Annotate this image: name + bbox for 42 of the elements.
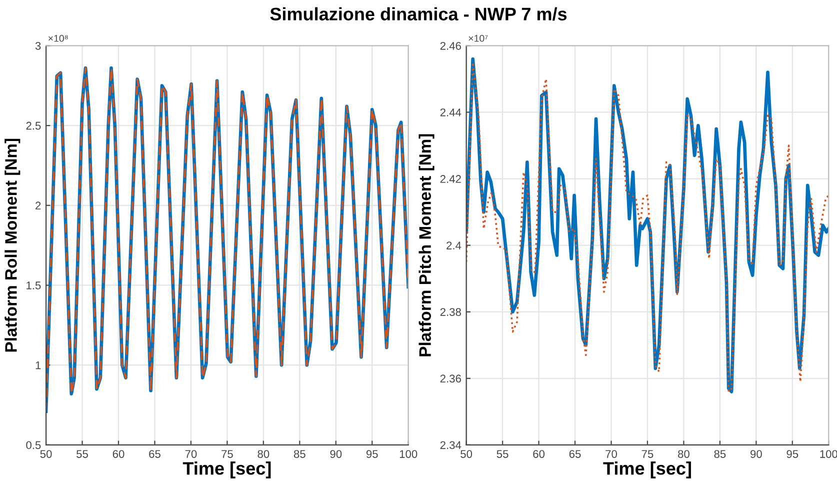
y-tick-label: 2.5 (26, 122, 41, 130)
chart-title: Simulazione dinamica - NWP 7 m/s (270, 7, 567, 21)
x-tick-label: 90 (750, 450, 762, 458)
y-tick-label: 2.36 (440, 374, 461, 383)
y-axis-title: Platform Roll Moment [Nm] (4, 138, 20, 352)
y-tick-label: 2.44 (440, 108, 462, 116)
x-tick-label: 70 (606, 450, 617, 458)
y-tick-label: 2.46 (440, 42, 461, 50)
text: ×10⁷ (468, 34, 488, 42)
x-tick-label: 75 (222, 450, 233, 458)
y-tick-label: 0.5 (26, 441, 41, 450)
x-tick-label: 100 (820, 450, 837, 458)
x-axis-title: Time [sec] (182, 462, 271, 478)
x-tick-label: 65 (569, 450, 581, 458)
y-tick-label: 1 (36, 361, 41, 370)
y-tick-label: 3 (35, 42, 41, 50)
y-tick-label: 2.42 (440, 175, 461, 183)
x-tick-label: 80 (678, 450, 690, 458)
x-tick-label: 60 (112, 450, 124, 458)
x-tick-label: 55 (76, 450, 88, 458)
y-tick-label: 2.38 (440, 308, 461, 316)
x-axis-title: Time [sec] (603, 462, 691, 478)
x-tick-label: 95 (366, 450, 378, 458)
x-tick-label: 85 (714, 450, 726, 458)
y-tick-label: 2 (36, 202, 41, 210)
y-tick-label: 1.5 (26, 282, 41, 290)
x-tick-label: 95 (786, 450, 798, 458)
x-tick-label: 60 (533, 450, 545, 458)
x-tick-label: 80 (258, 450, 270, 458)
y-axis-title: Platform Pitch Moment [Nm] (418, 134, 434, 356)
y-tick-label: 2.34 (440, 441, 462, 450)
x-tick-label: 100 (400, 450, 418, 458)
text: ×10⁸ (48, 34, 68, 42)
x-tick-label: 90 (330, 450, 342, 458)
x-tick-label: 85 (294, 450, 306, 458)
x-tick-label: 50 (460, 450, 472, 458)
x-tick-label: 50 (40, 450, 52, 458)
x-tick-label: 65 (149, 450, 160, 458)
x-tick-label: 55 (496, 450, 508, 458)
x-tick-label: 75 (642, 450, 654, 458)
y-tick-label: 2.4 (446, 242, 462, 250)
x-tick-label: 70 (185, 450, 197, 458)
